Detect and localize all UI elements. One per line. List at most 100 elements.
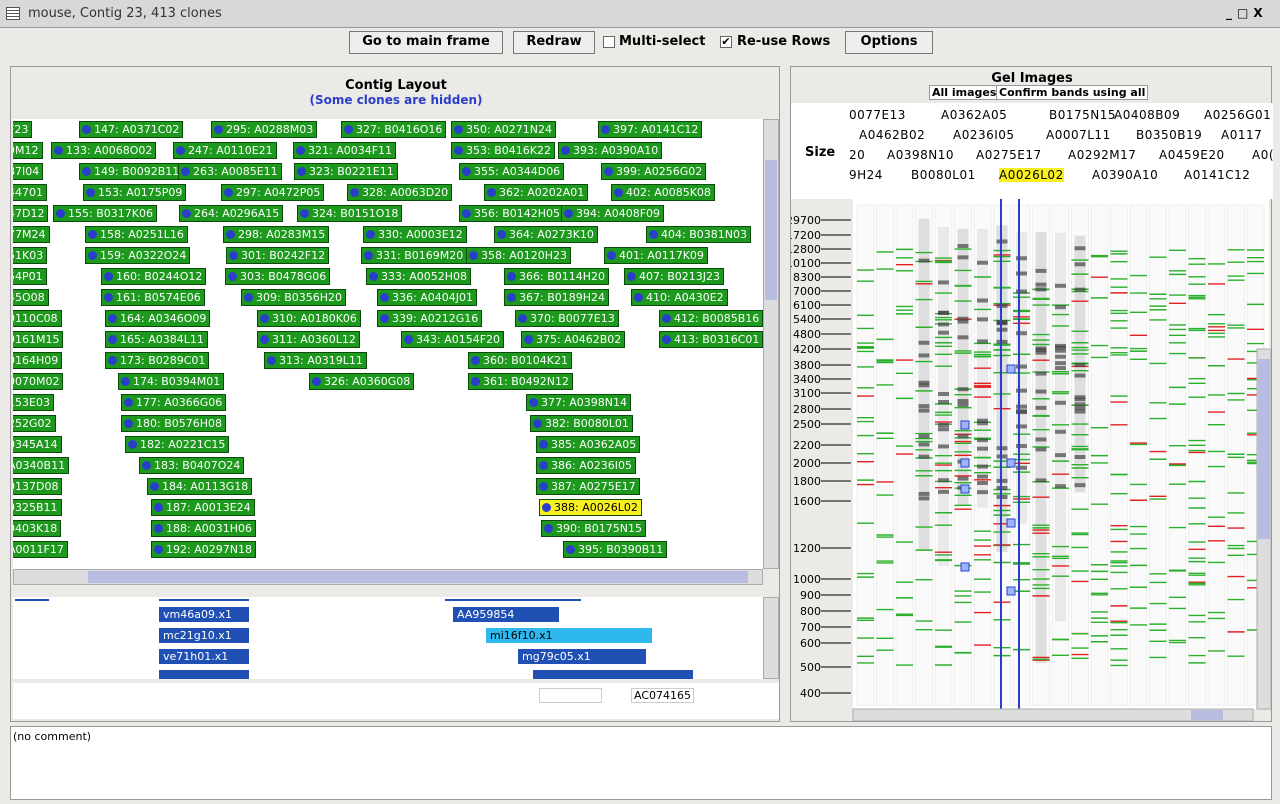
clone-label[interactable]: 321: A0034F11 [293,142,397,159]
button[interactable]: Confirm bands using all [996,85,1149,100]
clone-label[interactable]: 192: A0297N18 [151,541,256,558]
clone-label[interactable]: 375: A0462B02 [521,331,626,348]
clone-label[interactable]: 153: A0175P09 [83,184,187,201]
clone-label[interactable]: 350: A0271N24 [451,121,556,138]
clone-label[interactable]: 313: A0319L11 [264,352,367,369]
clone-label[interactable]: 336: A0404J01 [377,289,477,306]
clone-label[interactable]: 252G02 [13,415,56,432]
checkbox[interactable] [603,36,615,48]
clone-label[interactable]: 182: A0221C15 [125,436,230,453]
clone-label[interactable]: 358: A0120H23 [466,247,571,264]
sequence-item[interactable]: mc21g10.x1 [159,628,249,643]
scroll-thumb[interactable] [88,571,748,583]
clone-label[interactable]: 51K03 [13,247,48,264]
button[interactable]: Redraw [513,31,595,54]
clone-label[interactable]: 390: B0175N15 [541,520,646,537]
clone-label[interactable]: 311: A0360L12 [257,331,360,348]
clone-label[interactable]: 77M24 [13,226,50,243]
clone-label[interactable]: 298: A0283M15 [223,226,330,243]
clone-label[interactable]: 165: A0384L11 [105,331,208,348]
clone-label[interactable]: 310: A0180K06 [257,310,361,327]
clone-label[interactable]: 361: B0492N12 [468,373,573,390]
clone-label[interactable]: 0403K18 [13,520,62,537]
sequence-item[interactable]: AA959854 [453,607,559,622]
checkbox-label[interactable]: Re-use Rows [737,34,831,49]
clone-label[interactable]: 395: B0390B11 [563,541,668,558]
clone-label[interactable]: 297: A0472P05 [221,184,325,201]
clone-label[interactable]: 9M12 [13,142,43,159]
clone-label[interactable]: 264: A0296A15 [179,205,284,222]
clone-label[interactable]: 386: A0236I05 [536,457,636,474]
clone-label[interactable]: 364: A0273K10 [494,226,598,243]
clone-label[interactable]: 413: B0316C01 [659,331,763,348]
sequence-item[interactable]: vm46a09.x1 [159,607,249,622]
clone-label[interactable]: 388: A0026L02 [539,499,642,516]
clone-label[interactable]: 397: A0141C12 [598,121,703,138]
clone-label[interactable]: 410: A0430E2 [631,289,728,306]
clone-label[interactable]: 149: B0092B11 [79,163,184,180]
sequence-item[interactable]: mi16f10.x1 [486,628,652,643]
clone-label[interactable]: 47D12 [13,205,49,222]
clone-label[interactable]: 324: B0151O18 [297,205,403,222]
clone-label[interactable]: 0110C08 [13,310,62,327]
clone-label[interactable]: 160: B0244O12 [101,268,207,285]
clone-label[interactable]: 153E03 [13,394,54,411]
horizontal-scrollbar[interactable] [13,569,763,585]
clone-label[interactable]: 0137D08 [13,478,63,495]
vertical-scrollbar[interactable] [763,119,779,569]
clone-label[interactable]: 356: B0142H05 [459,205,565,222]
clone-label[interactable]: 402: A0085K08 [611,184,715,201]
clone-label[interactable]: 180: B0576H08 [121,415,227,432]
clone-label[interactable]: 187: A0013E24 [151,499,255,516]
clone-label[interactable]: 45O08 [13,289,49,306]
clone-label[interactable]: 328: A0063D20 [347,184,453,201]
clone-label[interactable]: 362: A0202A01 [484,184,589,201]
clone-label[interactable]: 401: A0117K09 [604,247,708,264]
clone-label[interactable]: 174: B0394M01 [118,373,225,390]
clone-label[interactable]: 407: B0213J23 [624,268,724,285]
clone-label[interactable]: 309: B0356H20 [241,289,347,306]
clone-label[interactable]: 326: A0360G08 [309,373,415,390]
clone-label[interactable]: 370: B0077E13 [515,310,619,327]
button[interactable]: Options [845,31,933,54]
clone-label[interactable]: 158: A0251L16 [85,226,188,243]
clone-label[interactable]: 0345A14 [13,436,62,453]
clone-label[interactable]: 295: A0288M03 [211,121,318,138]
checkbox-label[interactable]: Multi-select [619,34,706,49]
clone-label[interactable]: 301: B0242F12 [226,247,330,264]
checkbox[interactable]: ✔ [720,35,732,48]
clone-label[interactable]: 330: A0003E12 [363,226,467,243]
clone-label[interactable]: 0161M15 [13,331,64,348]
clone-label[interactable]: 54P01 [13,268,47,285]
clone-label[interactable]: 183: B0407O24 [139,457,245,474]
clone-label[interactable]: 0070M02 [13,373,64,390]
clone-label[interactable]: A0340B11 [13,457,70,474]
clone-label[interactable]: 133: A0068O02 [51,142,157,159]
clone-label[interactable]: F23 [13,121,33,138]
window-icon[interactable] [6,7,20,20]
clone-label[interactable]: 394: A0408F09 [561,205,665,222]
clone-label[interactable]: 377: A0398N14 [526,394,631,411]
clone-label[interactable]: 412: B0085B16 [659,310,763,327]
clone-label[interactable]: 343: A0154F20 [401,331,505,348]
clone-label[interactable]: 0164H09 [13,352,63,369]
clone-label[interactable]: 87I04 [13,163,44,180]
clone-label[interactable]: 387: A0275E17 [536,478,640,495]
comment-box[interactable]: (no comment) [10,726,1272,800]
clone-label[interactable]: 159: A0322O24 [85,247,191,264]
clone-label[interactable]: 247: A0110E21 [173,142,277,159]
clone-label[interactable]: 333: A0052H08 [366,268,471,285]
clone-label[interactable]: 331: B0169M20 [361,247,468,264]
clone-label[interactable]: A0011F17 [13,541,68,558]
clone-label[interactable]: 147: A0371C02 [79,121,184,138]
clone-label[interactable]: 367: B0189H24 [504,289,610,306]
sequence-item[interactable]: ve71h01.x1 [159,649,249,664]
clone-label[interactable]: 303: B0478G06 [225,268,331,285]
clone-label[interactable]: 382: B0080L01 [530,415,633,432]
clone-label[interactable]: 173: B0289C01 [105,352,210,369]
clone-label[interactable]: 399: A0256G02 [601,163,707,180]
clone-label[interactable]: 353: B0416K22 [451,142,555,159]
clone-label[interactable]: 263: A0085E11 [178,163,282,180]
clone-label[interactable]: 393: A0390A10 [558,142,663,159]
clone-label[interactable]: 385: A0362A05 [536,436,641,453]
